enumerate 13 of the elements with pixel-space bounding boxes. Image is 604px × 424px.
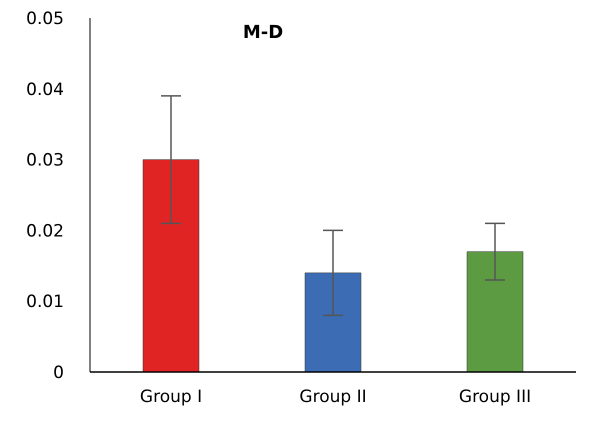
y-tick-label: 0.01 xyxy=(26,292,64,312)
y-tick-label: 0.03 xyxy=(26,150,64,171)
bar xyxy=(304,272,362,372)
x-tick-label: Group III xyxy=(458,387,532,408)
y-tick-label: 0 xyxy=(53,363,64,384)
x-tick-label: Group II xyxy=(299,387,367,408)
chart-title: M-D xyxy=(242,22,284,43)
y-tick-label: 0.04 xyxy=(26,80,64,100)
bar xyxy=(142,159,200,372)
y-tick-label: 0.05 xyxy=(26,9,64,30)
y-tick-label: 0.02 xyxy=(26,221,64,242)
bar xyxy=(466,251,524,372)
x-tick-label: Group I xyxy=(140,387,202,408)
